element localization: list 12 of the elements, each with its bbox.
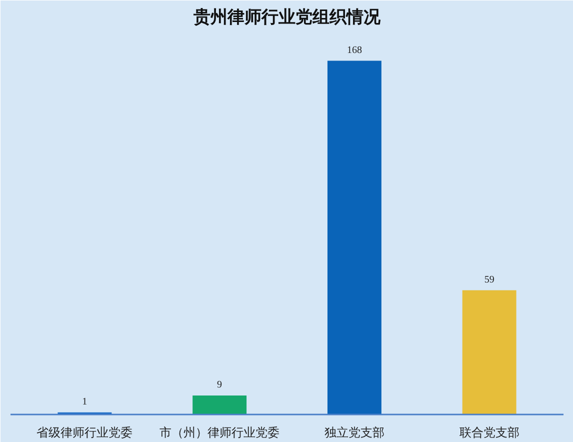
bar [462, 290, 516, 414]
bar [327, 60, 382, 414]
data-label: 168 [346, 44, 362, 56]
data-label: 9 [217, 380, 222, 391]
bar [192, 396, 247, 414]
x-tick-label: 省级律师行业党委 [36, 426, 133, 440]
x-tick-label: 独立党支部 [324, 426, 384, 440]
data-label: 1 [82, 396, 88, 408]
x-tick-label: 市（州）律师行业党委 [160, 426, 280, 440]
data-label: 59 [484, 274, 494, 286]
chart-title: 贵州律师行业党组织情况 [192, 8, 382, 28]
x-tick-label: 联合党支部 [459, 426, 520, 440]
